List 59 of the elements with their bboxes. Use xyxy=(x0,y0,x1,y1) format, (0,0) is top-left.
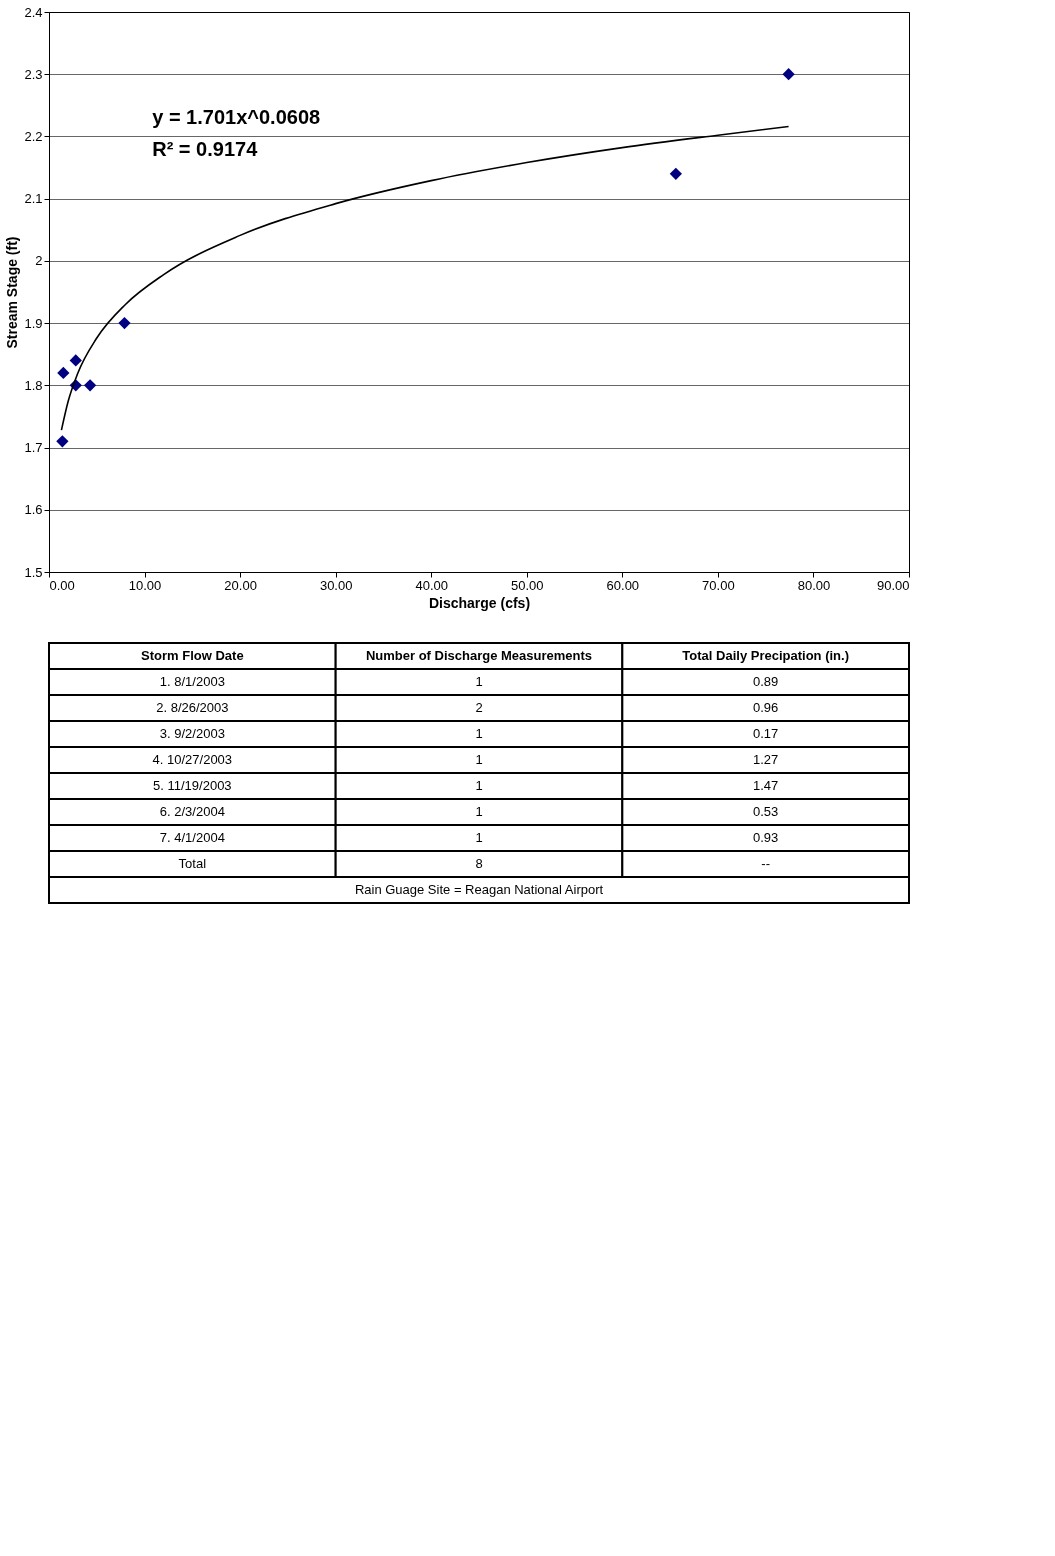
point xyxy=(669,167,682,180)
y-tick-label: 2.4 xyxy=(24,4,43,20)
text: 1.47 xyxy=(753,778,779,793)
y-tick-label: 1.6 xyxy=(24,502,43,518)
text: 1 xyxy=(475,830,483,845)
text: -- xyxy=(761,856,770,871)
point xyxy=(57,366,70,380)
y-tick-label: 2.3 xyxy=(24,66,43,82)
text: 4. 10/27/2003 xyxy=(152,752,233,767)
annotation: y = 1.701x^0.0608 xyxy=(152,106,321,129)
text: 0.53 xyxy=(753,804,779,819)
text: Total xyxy=(178,856,207,871)
text: Total Daily Precipation (in.) xyxy=(682,648,849,663)
text: Number of Discharge Measurements xyxy=(365,648,593,663)
x-tick-label: 80.00 xyxy=(797,577,831,593)
text: 0.96 xyxy=(753,700,779,715)
text: 2. 8/26/2003 xyxy=(156,700,229,715)
text: 1 xyxy=(475,752,483,767)
y-tick-label: 2.1 xyxy=(24,191,43,207)
text: 1 xyxy=(475,778,483,793)
text: 1 xyxy=(475,726,483,741)
x-tick-label: 60.00 xyxy=(606,577,640,593)
text: 0.89 xyxy=(753,674,779,689)
x-tick-label: 30.00 xyxy=(319,577,353,593)
x-tick-label: 0.00 xyxy=(49,577,75,593)
text: 7. 4/1/2004 xyxy=(159,830,225,845)
point xyxy=(118,316,131,330)
x-tick-label: 50.00 xyxy=(511,577,544,593)
y-tick-label: 1.9 xyxy=(24,315,43,331)
x-tick-label: 70.00 xyxy=(702,577,735,593)
text: 3. 9/2/2003 xyxy=(159,726,225,741)
point xyxy=(83,379,97,392)
y-tick-label: 1.5 xyxy=(24,564,43,580)
y-axis-title: Stream Stage (ft) xyxy=(4,236,21,349)
y-tick-label: 2 xyxy=(35,253,43,269)
text: 0.93 xyxy=(753,830,779,845)
text: Storm Flow Date xyxy=(141,648,244,663)
x-tick-label: 20.00 xyxy=(224,577,257,593)
text: 8 xyxy=(475,856,483,871)
x-tick-label: 40.00 xyxy=(415,577,448,593)
point xyxy=(56,435,69,448)
x-tick-label: 90.00 xyxy=(876,577,910,593)
text: 0.17 xyxy=(753,726,779,741)
point xyxy=(69,354,82,367)
x-tick-label: 10.00 xyxy=(128,577,162,593)
y-tick-label: 2.2 xyxy=(24,128,43,144)
text: 2 xyxy=(475,700,483,715)
text: 6. 2/3/2004 xyxy=(159,804,225,819)
text: 1 xyxy=(475,674,483,689)
annotation: R² = 0.9174 xyxy=(152,138,259,161)
text: 5. 11/19/2003 xyxy=(153,778,232,793)
y-tick-label: 1.7 xyxy=(24,440,43,456)
text: 1 xyxy=(475,804,483,819)
text: 1. 8/1/2003 xyxy=(159,674,225,689)
text: Rain Guage Site = Reagan National Airport xyxy=(354,882,604,897)
x-axis-title: Discharge (cfs) xyxy=(428,594,531,611)
point xyxy=(782,68,795,81)
text: 1.27 xyxy=(753,752,779,767)
y-tick-label: 1.8 xyxy=(24,377,43,393)
